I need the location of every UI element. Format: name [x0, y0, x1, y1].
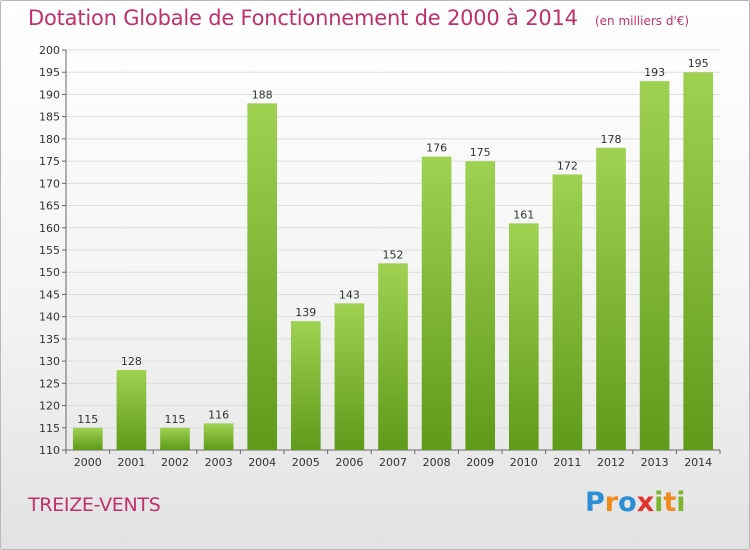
- x-tick-label: 2010: [510, 456, 538, 469]
- proxiti-logo: Proxiti: [585, 487, 686, 518]
- bar-value-label: 178: [601, 133, 622, 146]
- bar: [552, 174, 583, 450]
- bar: [421, 156, 452, 450]
- bar: [639, 81, 670, 450]
- commune-name: TREIZE-VENTS: [28, 494, 161, 516]
- y-tick-label: 115: [39, 422, 60, 435]
- y-tick-label: 150: [39, 266, 60, 279]
- bar-value-label: 195: [688, 57, 709, 70]
- chart-subtitle: (en milliers d'€): [594, 14, 690, 28]
- y-tick-label: 130: [39, 355, 60, 368]
- bar: [334, 303, 365, 450]
- logo-letter: P: [585, 487, 605, 518]
- y-tick-label: 180: [39, 133, 60, 146]
- bar: [203, 423, 234, 450]
- bar-value-label: 161: [513, 208, 534, 221]
- chart-title: Dotation Globale de Fonctionnement de 20…: [28, 6, 578, 30]
- bar-value-label: 152: [383, 248, 404, 261]
- x-tick-label: 2006: [335, 456, 363, 469]
- bar-value-label: 188: [252, 88, 273, 101]
- x-tick-label: 2011: [553, 456, 581, 469]
- x-tick-label: 2001: [117, 456, 145, 469]
- labels: 110 115 120 125 130 135 140 145 150 155 160 165 170 1…: [39, 44, 712, 469]
- logo-letter: o: [618, 487, 637, 518]
- bar: [290, 321, 321, 450]
- y-tick-label: 140: [39, 311, 60, 324]
- y-tick-label: 160: [39, 222, 60, 235]
- bar-value-label: 116: [208, 408, 229, 421]
- x-tick-label: 2000: [74, 456, 102, 469]
- y-tick-label: 185: [39, 111, 60, 124]
- bars: [72, 72, 714, 450]
- bar-value-label: 175: [470, 146, 491, 159]
- bar: [596, 147, 626, 450]
- bar: [378, 263, 408, 450]
- bar-value-label: 143: [339, 288, 360, 301]
- logo-letter: r: [604, 487, 619, 518]
- bar-value-label: 176: [426, 142, 447, 155]
- y-tick-label: 110: [39, 444, 60, 457]
- logo-letter: i: [676, 487, 686, 518]
- bar: [508, 223, 539, 450]
- y-tick-label: 195: [39, 66, 60, 79]
- x-tick-label: 2004: [248, 456, 276, 469]
- y-tick-label: 135: [39, 333, 60, 346]
- x-tick-label: 2014: [684, 456, 712, 469]
- y-tick-label: 190: [39, 88, 60, 101]
- bar: [247, 103, 278, 450]
- x-tick-label: 2008: [423, 456, 451, 469]
- y-tick-label: 165: [39, 200, 60, 213]
- x-tick-label: 2002: [161, 456, 189, 469]
- bar-value-label: 139: [295, 306, 316, 319]
- logo-letter: t: [663, 487, 677, 518]
- bar-value-label: 172: [557, 159, 578, 172]
- bar: [683, 72, 714, 450]
- bar: [465, 161, 496, 450]
- bar-value-label: 128: [121, 355, 142, 368]
- y-tick-label: 145: [39, 288, 60, 301]
- y-tick-label: 200: [39, 44, 60, 57]
- y-tick-label: 125: [39, 377, 60, 390]
- y-tick-label: 120: [39, 400, 60, 413]
- y-tick-label: 170: [39, 177, 60, 190]
- y-tick-label: 175: [39, 155, 60, 168]
- x-tick-label: 2009: [466, 456, 494, 469]
- bar-value-label: 193: [644, 66, 665, 79]
- bar-value-label: 115: [77, 413, 98, 426]
- bar-value-label: 115: [165, 413, 186, 426]
- logo-letter: x: [636, 487, 655, 518]
- title-row: Dotation Globale de Fonctionnement de 20…: [28, 6, 689, 30]
- x-tick-label: 2003: [205, 456, 233, 469]
- logo-letter: i: [654, 487, 664, 518]
- x-tick-label: 2012: [597, 456, 625, 469]
- bar: [116, 370, 147, 450]
- x-tick-label: 2005: [292, 456, 320, 469]
- y-tick-label: 155: [39, 244, 60, 257]
- x-tick-label: 2007: [379, 456, 407, 469]
- x-tick-label: 2013: [641, 456, 669, 469]
- bar: [72, 427, 103, 450]
- bar: [160, 427, 190, 450]
